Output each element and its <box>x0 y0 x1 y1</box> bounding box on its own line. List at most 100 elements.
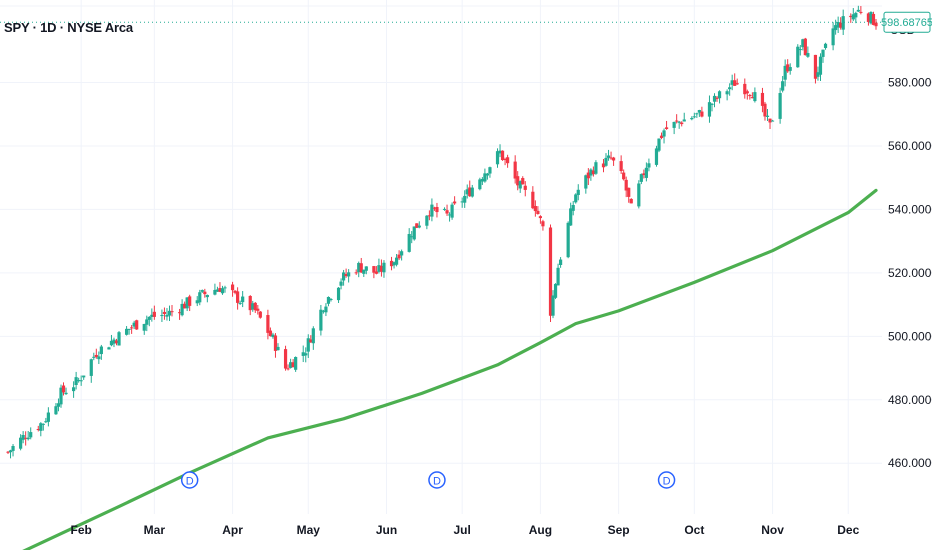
candle <box>180 299 184 317</box>
candle <box>541 219 545 231</box>
candle-body <box>594 162 598 174</box>
candle-body <box>410 236 414 238</box>
moving-average-line <box>11 188 878 555</box>
axes-layer: 460.00000 480.00000 500.00000 520.00000 540.… <box>71 11 932 537</box>
candle-body <box>99 346 103 355</box>
candle-body <box>283 349 288 369</box>
candle <box>836 16 840 34</box>
candle-body <box>783 65 787 80</box>
candle-body <box>586 172 590 179</box>
candle-body <box>768 118 772 123</box>
candle-body <box>258 311 262 318</box>
candle-body <box>205 294 209 298</box>
candle <box>839 17 843 30</box>
candle <box>29 427 33 440</box>
candle-body <box>109 340 114 346</box>
candle <box>571 200 575 216</box>
candle <box>107 346 111 350</box>
candle <box>326 296 331 307</box>
candle <box>495 148 500 168</box>
dividend-marker[interactable]: D <box>428 471 446 489</box>
candle <box>306 334 310 359</box>
dividend-marker[interactable]: D <box>180 471 199 489</box>
candle-body <box>745 91 749 94</box>
candle-body <box>869 11 873 24</box>
candle <box>218 282 222 293</box>
x-tick-label: Feb <box>71 523 92 537</box>
candle-body <box>717 91 722 99</box>
candle <box>677 120 681 129</box>
candle <box>531 186 535 210</box>
candle-body <box>8 450 13 453</box>
candle <box>336 287 341 303</box>
candle <box>344 268 348 278</box>
candle-body <box>851 14 855 20</box>
candle-body <box>541 221 545 227</box>
candle <box>586 168 590 186</box>
dividend-marker[interactable]: D <box>657 471 676 489</box>
candle-body <box>571 204 575 211</box>
candle <box>442 207 447 211</box>
candle <box>347 269 351 283</box>
candle <box>97 351 101 365</box>
candle <box>725 89 729 101</box>
candle-body <box>6 451 10 453</box>
candle-body <box>167 310 172 316</box>
candle <box>354 269 358 275</box>
candle-body <box>803 38 807 56</box>
candle-body <box>347 272 351 277</box>
candle <box>874 18 878 30</box>
candle-body <box>372 266 376 273</box>
candle <box>357 261 361 278</box>
candle <box>135 319 139 330</box>
candle-body <box>538 216 543 219</box>
candle-body <box>834 25 838 31</box>
candle <box>74 371 78 390</box>
candle-body <box>92 356 96 358</box>
candle <box>750 92 754 99</box>
candle <box>647 158 651 172</box>
candle-body <box>495 151 500 165</box>
candle-body <box>518 181 522 189</box>
candle <box>813 54 818 84</box>
candle <box>304 347 308 363</box>
candle <box>639 173 643 185</box>
candle <box>92 352 96 361</box>
candle-body <box>453 201 457 204</box>
candle-body <box>170 311 174 313</box>
candle-body <box>743 83 747 95</box>
candle-body <box>142 323 146 331</box>
candle <box>46 407 50 427</box>
symbol-title[interactable]: SPY · 1D · NYSE Arca <box>4 20 133 35</box>
candle <box>203 288 207 298</box>
candle <box>152 305 156 320</box>
candle-body <box>195 300 199 304</box>
candle <box>301 345 305 363</box>
candle <box>167 305 172 322</box>
candle <box>145 315 149 332</box>
candle-body <box>215 289 220 292</box>
candle <box>851 8 855 22</box>
candle <box>798 45 802 56</box>
candle-body <box>248 295 252 311</box>
candle-body <box>806 53 810 57</box>
x-tick-label: Sep <box>608 523 630 537</box>
candle <box>556 263 560 286</box>
candle <box>427 210 431 221</box>
candle <box>177 308 182 320</box>
candle <box>432 206 437 211</box>
candle-body <box>132 322 136 327</box>
candle-body <box>488 167 492 174</box>
candle-body <box>841 16 845 30</box>
candle <box>871 11 876 26</box>
candle-body <box>354 272 358 274</box>
candle <box>748 93 752 100</box>
candle <box>788 63 792 75</box>
x-tick-label: Jul <box>454 523 471 537</box>
candle-body <box>165 314 169 317</box>
candle <box>450 202 454 220</box>
candle <box>89 358 93 383</box>
candle <box>61 382 66 396</box>
